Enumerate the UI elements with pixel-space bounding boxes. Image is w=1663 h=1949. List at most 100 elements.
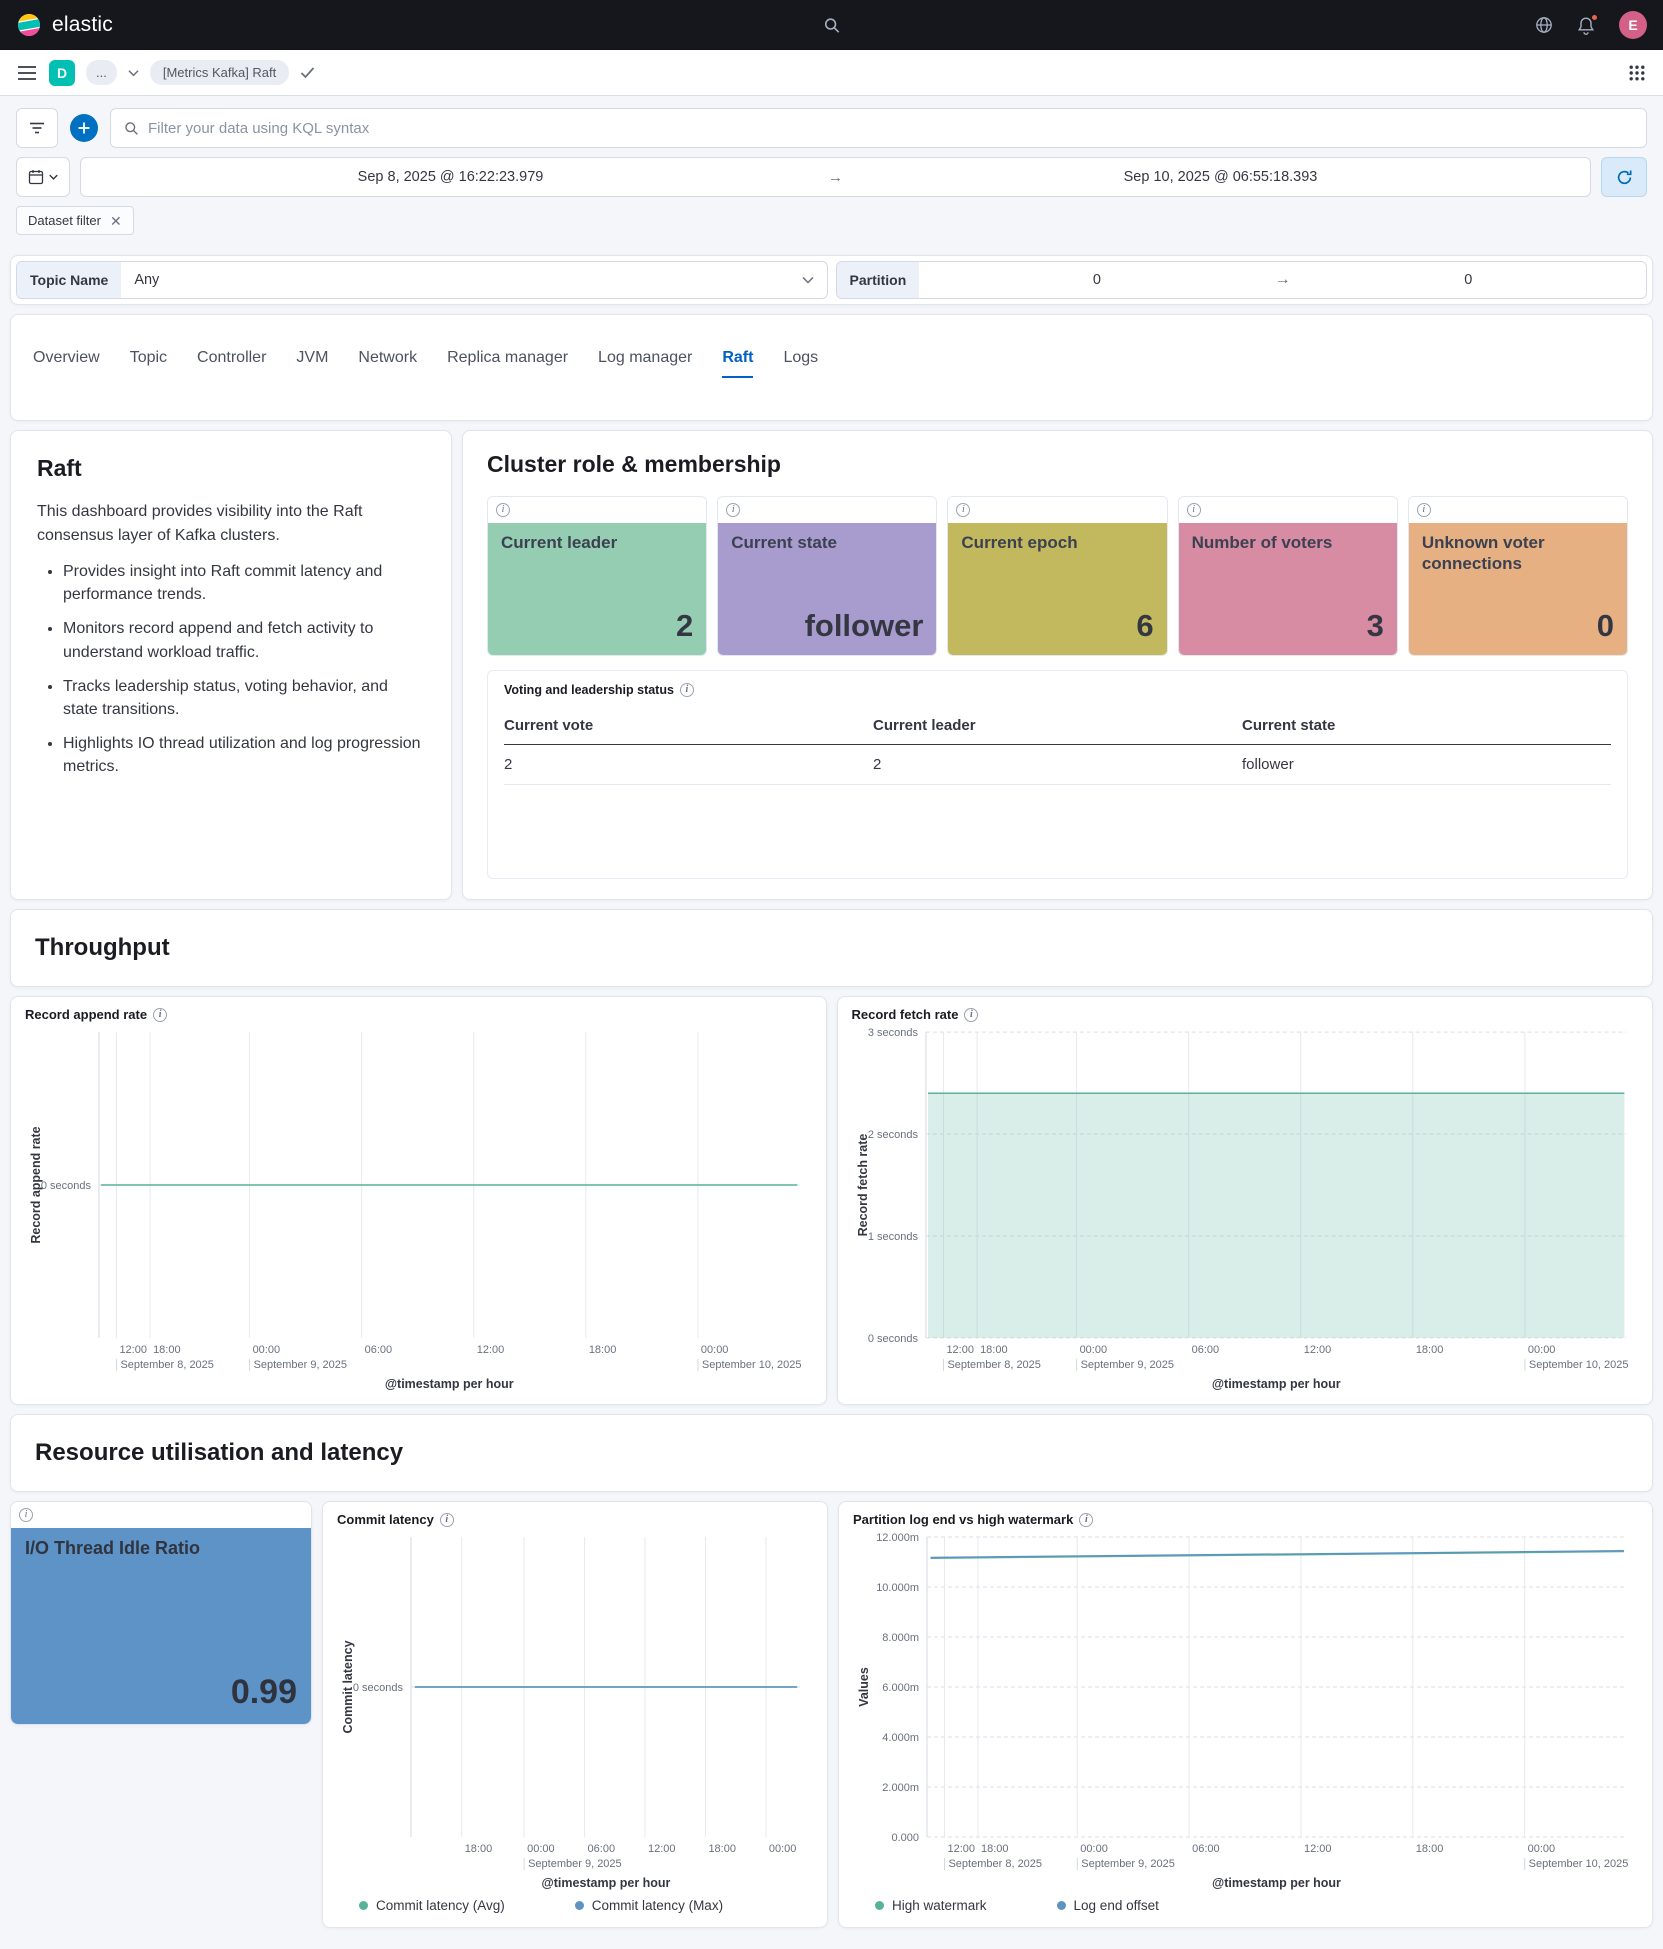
record-append-rate-chart[interactable]: 0 seconds12:00September 8, 202518:0000:0… [25,1022,812,1394]
partition-log-panel: Partition log end vs high watermark 0.00… [838,1501,1653,1928]
svg-text:@timestamp per hour: @timestamp per hour [385,1377,514,1391]
legend-item[interactable]: High watermark [875,1898,987,1913]
info-icon[interactable] [440,1513,454,1527]
breadcrumb-current[interactable]: [Metrics Kafka] Raft [150,60,289,85]
svg-text:12:00: 12:00 [1304,1843,1332,1855]
svg-text:Record fetch rate: Record fetch rate [855,1134,869,1237]
metric-tile-body: Unknown voter connections 0 [1409,523,1627,655]
tab-jvm[interactable]: JVM [296,349,328,378]
metric-value: 3 [1192,608,1384,644]
info-icon[interactable] [1187,503,1201,517]
metric-tile: Current leader 2 [487,496,707,656]
info-icon[interactable] [496,503,510,517]
kql-search-input[interactable]: Filter your data using KQL syntax [110,108,1647,148]
svg-text:00:00: 00:00 [1527,1344,1555,1356]
space-badge[interactable]: D [49,60,75,86]
tab-overview[interactable]: Overview [33,349,100,378]
legend-item[interactable]: Log end offset [1057,1898,1159,1913]
raft-bullet: Highlights IO thread utilization and log… [63,732,425,778]
svg-text:September 10, 2025: September 10, 2025 [1528,1359,1628,1371]
notifications-bell-icon[interactable] [1577,16,1595,35]
info-icon[interactable] [19,1508,33,1522]
tab-raft[interactable]: Raft [722,349,753,378]
global-search-icon[interactable] [823,17,840,34]
info-icon[interactable] [1079,1513,1093,1527]
throughput-section-header: Throughput [10,909,1653,987]
voting-column-header: Current leader [873,709,1242,745]
breadcrumb-collapsed[interactable]: ... [86,60,117,85]
svg-text:06:00: 06:00 [1192,1843,1220,1855]
legend-item[interactable]: Commit latency (Avg) [359,1898,505,1913]
svg-text:September 9, 2025: September 9, 2025 [528,1858,622,1870]
legend-dot [875,1901,884,1910]
saved-check-icon[interactable] [300,67,315,79]
metric-info-strip [1409,497,1627,523]
info-icon[interactable] [956,503,970,517]
calendar-icon [28,169,44,185]
elastic-logo[interactable] [16,12,42,38]
metric-label: Unknown voter connections [1422,532,1614,575]
tab-log-manager[interactable]: Log manager [598,349,692,378]
info-icon[interactable] [964,1008,978,1022]
menu-hamburger-button[interactable] [16,64,38,82]
svg-text:06:00: 06:00 [588,1843,616,1855]
info-icon[interactable] [153,1008,167,1022]
metric-label: Current leader [501,532,693,553]
svg-text:@timestamp per hour: @timestamp per hour [542,1876,671,1890]
info-icon[interactable] [1417,503,1431,517]
table-cell: 2 [873,745,1242,785]
tab-controller[interactable]: Controller [197,349,266,378]
partition-control: Partition 0 → 0 [836,261,1648,299]
time-range-end[interactable]: Sep 10, 2025 @ 06:55:18.393 [851,169,1590,185]
chevron-down-icon [802,276,814,284]
refresh-button[interactable] [1601,157,1647,197]
legend-item[interactable]: Commit latency (Max) [575,1898,723,1913]
tab-network[interactable]: Network [358,349,417,378]
metric-info-strip [718,497,936,523]
dashboard: Topic Name Any Partition 0 → 0 OverviewT… [0,245,1663,1940]
topic-name-value: Any [134,272,159,288]
add-filter-button[interactable] [70,114,98,142]
svg-text:12:00: 12:00 [477,1344,505,1356]
svg-text:September 8, 2025: September 8, 2025 [120,1359,213,1371]
metric-value: 0 [1422,608,1614,644]
io-tile-body: I/O Thread Idle Ratio 0.99 [11,1528,311,1724]
globe-icon[interactable] [1535,16,1553,34]
dataset-filter-pill[interactable]: Dataset filter ✕ [16,206,134,235]
metric-value: 2 [501,608,693,644]
record-fetch-rate-chart[interactable]: 0 seconds1 seconds2 seconds3 seconds12:0… [852,1022,1639,1394]
metric-info-strip [488,497,706,523]
date-picker-button[interactable] [16,157,70,197]
svg-text:12:00: 12:00 [119,1344,147,1356]
resource-section-header: Resource utilisation and latency [10,1414,1653,1492]
raft-title: Raft [37,455,425,482]
tab-replica-manager[interactable]: Replica manager [447,349,568,378]
brand-text: elastic [52,13,113,37]
metric-info-strip [948,497,1166,523]
voting-column-header: Current state [1242,709,1611,745]
table-cell: 2 [504,745,873,785]
partition-from-input[interactable]: 0 [919,262,1274,298]
svg-text:00:00: 00:00 [1528,1843,1556,1855]
partition-to-input[interactable]: 0 [1291,262,1646,298]
info-icon[interactable] [726,503,740,517]
tab-topic[interactable]: Topic [130,349,167,378]
filter-options-button[interactable] [16,108,58,148]
search-icon [124,121,139,136]
topic-name-select[interactable]: Any [121,262,826,298]
metric-tile: Unknown voter connections 0 [1408,496,1628,656]
tab-logs[interactable]: Logs [783,349,818,378]
partition-log-chart[interactable]: 0.0002.000m4.000m6.000m8.000m10.000m12.0… [853,1527,1638,1893]
time-range-start[interactable]: Sep 8, 2025 @ 16:22:23.979 [81,169,820,185]
apps-grid-button[interactable] [1627,63,1647,83]
info-icon[interactable] [680,683,694,697]
pill-close-icon[interactable]: ✕ [110,214,122,228]
metric-tile-body: Number of voters3 [1179,523,1397,655]
commit-latency-chart[interactable]: 0 seconds18:0000:00September 9, 202506:0… [337,1527,813,1893]
metric-tile: Number of voters3 [1178,496,1398,656]
partition-label: Partition [837,262,920,298]
user-avatar[interactable]: E [1619,11,1647,39]
svg-text:0 seconds: 0 seconds [41,1180,92,1192]
svg-text:18:00: 18:00 [980,1344,1008,1356]
breadcrumb-chevron-icon[interactable] [128,69,139,77]
